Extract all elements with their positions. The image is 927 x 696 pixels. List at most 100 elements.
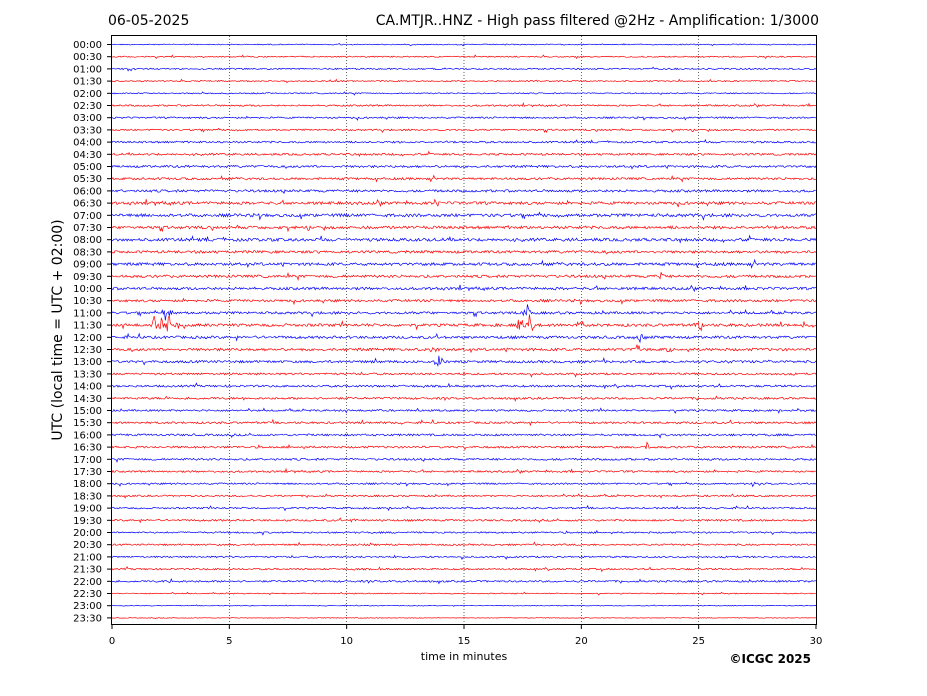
y-tick-label: 10:00	[73, 284, 102, 295]
trace-2030	[111, 541, 817, 547]
trace-0900	[111, 258, 817, 269]
trace-0330	[111, 127, 817, 134]
trace-0030	[111, 54, 817, 60]
trace-0300	[111, 115, 817, 121]
y-tick-label: 20:30	[73, 540, 102, 551]
y-tick-label: 17:30	[73, 467, 102, 478]
trace-0230	[111, 102, 816, 108]
trace-2230	[112, 591, 817, 596]
x-tick-label: 20	[575, 636, 588, 647]
y-tick-label: 14:00	[73, 382, 102, 393]
trace-0200	[111, 91, 817, 96]
y-tick-label: 22:30	[73, 589, 102, 600]
trace-1530	[111, 418, 817, 427]
y-tick-label: 08:30	[73, 247, 102, 258]
trace-1130	[111, 314, 817, 332]
y-tick-label: 18:30	[73, 491, 102, 502]
y-tick-label: 14:30	[73, 394, 102, 405]
trace-2330	[111, 617, 817, 620]
x-tick-label: 30	[810, 636, 823, 647]
y-tick-label: 00:00	[73, 40, 102, 51]
trace-0930	[111, 272, 817, 281]
trace-1030	[111, 297, 817, 306]
plot-frame	[111, 35, 817, 625]
x-tick-label: 5	[226, 636, 232, 647]
trace-0130	[111, 78, 817, 84]
y-tick-label: 23:00	[73, 601, 102, 612]
trace-1100	[111, 304, 817, 321]
trace-1400	[111, 382, 817, 390]
trace-0800	[111, 234, 817, 244]
trace-0430	[111, 150, 817, 157]
x-axis-label: time in minutes	[421, 650, 508, 663]
y-tick-label: 13:30	[73, 369, 102, 380]
trace-2130	[111, 566, 817, 573]
trace-1200	[111, 332, 817, 344]
x-tick-label: 15	[458, 636, 471, 647]
y-tick-label: 03:00	[73, 113, 102, 124]
y-tick-label: 11:00	[73, 308, 102, 319]
y-tick-label: 18:00	[73, 479, 102, 490]
x-tick-label: 10	[340, 636, 353, 647]
trace-1730	[111, 467, 817, 475]
trace-1900	[111, 504, 817, 512]
y-tick-label: 06:00	[73, 186, 102, 197]
y-tick-label: 01:30	[73, 77, 102, 88]
y-tick-label: 16:00	[73, 430, 102, 441]
vertical-gridlines	[229, 36, 699, 624]
trace-0600	[111, 188, 817, 195]
trace-1800	[111, 481, 817, 488]
y-tick-label: 09:30	[73, 272, 102, 283]
trace-1600	[111, 432, 817, 439]
chart-title: CA.MTJR..HNZ - High pass filtered @2Hz -…	[376, 13, 819, 29]
y-tick-label: 21:00	[73, 552, 102, 563]
y-tick-label: 17:00	[73, 455, 102, 466]
y-tick-label: 11:30	[73, 321, 102, 332]
y-tick-label: 00:30	[73, 52, 102, 63]
trace-1000	[111, 284, 817, 293]
trace-2300	[111, 604, 817, 607]
y-tick-label: 07:00	[73, 211, 102, 222]
y-tick-label: 20:00	[73, 528, 102, 539]
trace-0100	[111, 66, 817, 72]
y-tick-label: 05:00	[73, 162, 102, 173]
y-tick-label: 12:30	[73, 345, 102, 356]
trace-0830	[111, 249, 817, 255]
y-tick-label: 06:30	[73, 199, 102, 210]
y-tick-label: 15:00	[73, 406, 102, 417]
y-tick-label: 04:00	[73, 138, 102, 149]
y-tick-label: 19:00	[73, 504, 102, 515]
trace-1430	[111, 395, 817, 402]
trace-1830	[111, 493, 817, 499]
y-tick-label: 10:30	[73, 296, 102, 307]
trace-1300	[111, 355, 817, 367]
trace-0700	[111, 211, 817, 221]
trace-1700	[111, 457, 817, 463]
trace-0630	[111, 198, 817, 208]
y-tick-label: 07:30	[73, 223, 102, 234]
copyright-label: ©ICGC 2025	[729, 652, 811, 666]
date-label: 06-05-2025	[108, 13, 189, 29]
y-tick-label: 12:00	[73, 333, 102, 344]
x-tick-label: 25	[692, 636, 705, 647]
y-tick-label: 21:30	[73, 565, 102, 576]
y-tick-label: 19:30	[73, 516, 102, 527]
y-tick-label: 15:30	[73, 418, 102, 429]
trace-2000	[112, 529, 817, 536]
trace-1230	[111, 344, 817, 354]
y-tick-label: 09:00	[73, 260, 102, 271]
seismic-traces	[111, 43, 817, 620]
trace-1500	[111, 407, 817, 414]
trace-1330	[112, 371, 817, 378]
trace-1930	[111, 517, 817, 524]
y-tick-label: 16:30	[73, 443, 102, 454]
y-tick-label: 08:00	[73, 235, 102, 246]
y-tick-label: 02:30	[73, 101, 102, 112]
trace-0400	[111, 138, 817, 144]
y-tick-label: 01:00	[73, 64, 102, 75]
y-tick-label: 22:00	[73, 577, 102, 588]
trace-0000	[111, 43, 816, 47]
x-tick-label: 0	[109, 636, 115, 647]
